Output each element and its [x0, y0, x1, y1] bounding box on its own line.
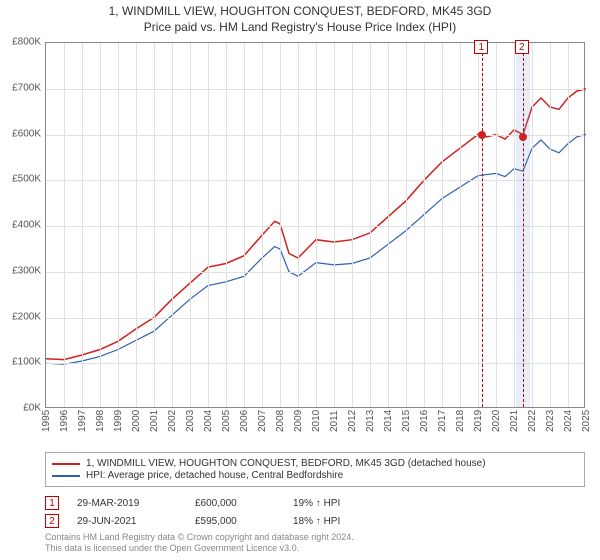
legend-label-property: 1, WINDMILL VIEW, HOUGHTON CONQUEST, BED…: [86, 458, 486, 469]
y-tick-label: £700K: [12, 82, 41, 93]
legend-swatch-hpi: [52, 475, 80, 477]
x-tick-label: 2020: [491, 410, 502, 432]
txn-hpi: 18% ↑ HPI: [293, 516, 373, 527]
title-subtitle: Price paid vs. HM Land Registry's House …: [0, 20, 600, 34]
x-tick-label: 2005: [221, 410, 232, 432]
y-tick-label: £300K: [12, 265, 41, 276]
transaction-table: 1 29-MAR-2019 £600,000 19% ↑ HPI 2 29-JU…: [45, 492, 585, 532]
txn-price: £600,000: [195, 498, 275, 509]
x-tick-label: 2011: [329, 410, 340, 432]
x-tick-label: 2006: [239, 410, 250, 432]
chart-area: 12: [45, 42, 585, 408]
x-tick-label: 2010: [311, 410, 322, 432]
x-tick-label: 2014: [383, 410, 394, 432]
txn-price: £595,000: [195, 516, 275, 527]
x-tick-label: 2009: [293, 410, 304, 432]
legend-swatch-property: [52, 463, 80, 465]
x-tick-label: 2012: [347, 410, 358, 432]
marker-dot: [478, 131, 486, 139]
x-axis: 1995199619971998199920002001200220032004…: [45, 408, 585, 448]
txn-date: 29-JUN-2021: [77, 516, 177, 527]
txn-date: 29-MAR-2019: [77, 498, 177, 509]
x-tick-label: 1995: [41, 410, 52, 432]
x-tick-label: 2004: [203, 410, 214, 432]
x-tick-label: 2021: [509, 410, 520, 432]
x-tick-label: 2016: [419, 410, 430, 432]
x-tick-label: 2023: [545, 410, 556, 432]
title-address: 1, WINDMILL VIEW, HOUGHTON CONQUEST, BED…: [0, 4, 600, 18]
x-tick-label: 2013: [365, 410, 376, 432]
y-tick-label: £600K: [12, 128, 41, 139]
footer-line2: This data is licensed under the Open Gov…: [45, 543, 585, 554]
x-tick-label: 2015: [401, 410, 412, 432]
legend-label-hpi: HPI: Average price, detached house, Cent…: [86, 470, 343, 481]
legend-row-property: 1, WINDMILL VIEW, HOUGHTON CONQUEST, BED…: [52, 458, 578, 469]
x-tick-label: 1996: [59, 410, 70, 432]
y-tick-label: £100K: [12, 357, 41, 368]
y-tick-label: £0K: [23, 403, 41, 414]
x-tick-label: 1997: [77, 410, 88, 432]
legend: 1, WINDMILL VIEW, HOUGHTON CONQUEST, BED…: [45, 452, 585, 487]
marker-tag: 2: [515, 40, 529, 54]
y-axis: £0K£100K£200K£300K£400K£500K£600K£700K£8…: [0, 42, 45, 408]
table-row: 2 29-JUN-2021 £595,000 18% ↑ HPI: [45, 514, 585, 528]
marker-tag: 1: [474, 40, 488, 54]
x-tick-label: 2001: [149, 410, 160, 432]
x-tick-label: 2025: [581, 410, 592, 432]
x-tick-label: 2000: [131, 410, 142, 432]
y-tick-label: £400K: [12, 220, 41, 231]
x-tick-label: 2024: [563, 410, 574, 432]
legend-row-hpi: HPI: Average price, detached house, Cent…: [52, 470, 578, 481]
txn-marker-2: 2: [45, 514, 59, 528]
x-tick-label: 2022: [527, 410, 538, 432]
y-tick-label: £800K: [12, 37, 41, 48]
txn-marker-1: 1: [45, 496, 59, 510]
x-tick-label: 1998: [95, 410, 106, 432]
footer-attribution: Contains HM Land Registry data © Crown c…: [45, 532, 585, 554]
x-tick-label: 1999: [113, 410, 124, 432]
footer-line1: Contains HM Land Registry data © Crown c…: [45, 532, 585, 543]
x-tick-label: 2003: [185, 410, 196, 432]
x-tick-label: 2002: [167, 410, 178, 432]
plot-region: [45, 42, 585, 408]
table-row: 1 29-MAR-2019 £600,000 19% ↑ HPI: [45, 496, 585, 510]
x-tick-label: 2019: [473, 410, 484, 432]
y-tick-label: £500K: [12, 174, 41, 185]
x-tick-label: 2008: [275, 410, 286, 432]
y-tick-label: £200K: [12, 311, 41, 322]
marker-dot: [519, 133, 527, 141]
x-tick-label: 2007: [257, 410, 268, 432]
txn-hpi: 19% ↑ HPI: [293, 498, 373, 509]
x-tick-label: 2017: [437, 410, 448, 432]
x-tick-label: 2018: [455, 410, 466, 432]
